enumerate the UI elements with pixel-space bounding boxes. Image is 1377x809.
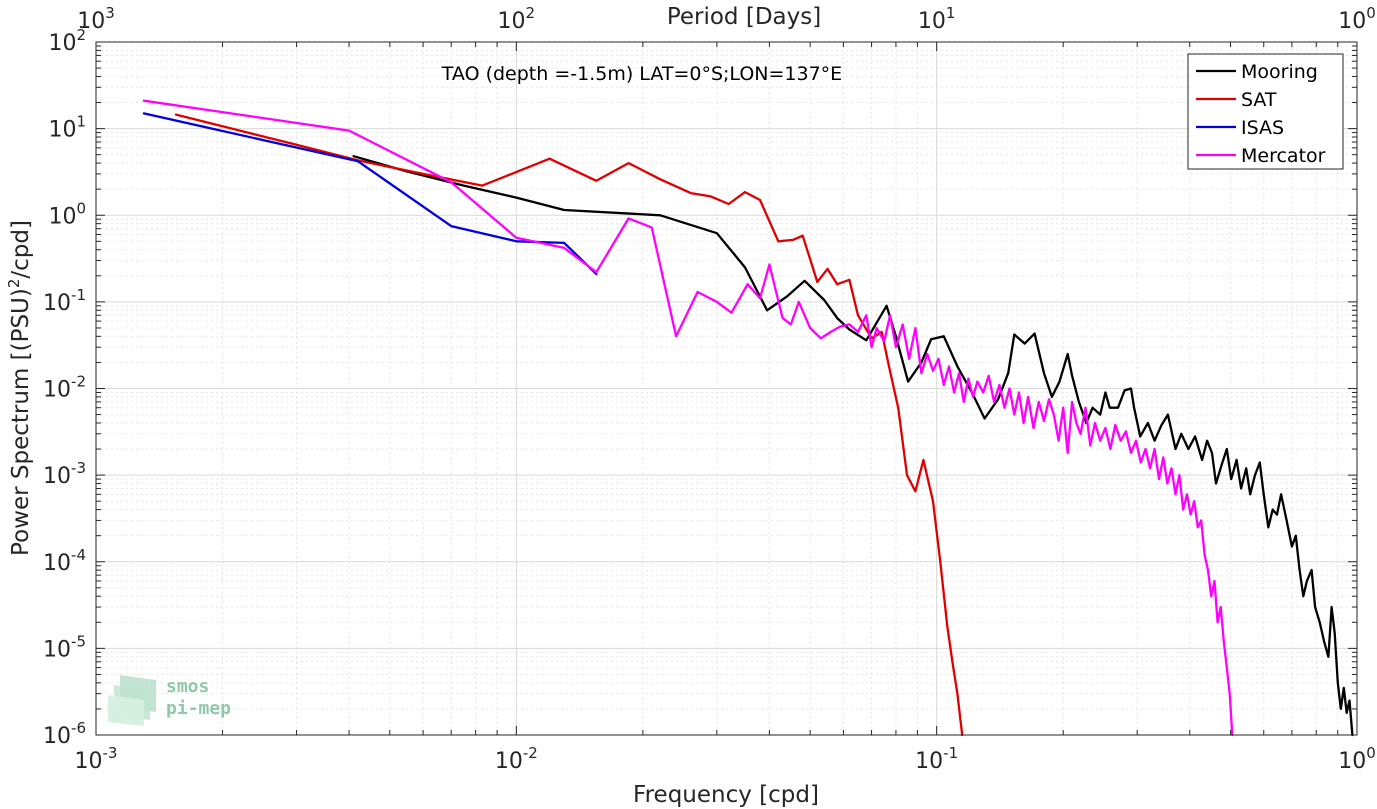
top-tick-label: 103 [77, 4, 115, 34]
legend-label-mercator: Mercator [1241, 145, 1326, 167]
top-tick-label-base: 10 [77, 9, 105, 34]
x-tick-label-base: 10 [495, 749, 523, 774]
y-tick-label-exponent: -5 [71, 632, 86, 650]
legend-label-isas: ISAS [1241, 117, 1284, 139]
y-tick-label-exponent: 1 [76, 113, 86, 131]
x-tick-label-base: 10 [75, 749, 103, 774]
top-tick-label-exponent: 1 [946, 4, 956, 22]
y-tick-label-exponent: -6 [71, 719, 86, 737]
y-axis-title-tail: /cpd] [8, 220, 34, 279]
top-tick-label-base: 10 [918, 9, 946, 34]
top-tick-label-base: 10 [498, 9, 526, 34]
y-tick-label: 10-2 [43, 373, 86, 403]
top-tick-label: 101 [918, 4, 956, 34]
y-tick-label: 10-5 [43, 632, 86, 662]
x-tick-label: 100 [1338, 744, 1376, 774]
x-tick-label-exponent: -3 [103, 744, 118, 762]
minor-grid [96, 42, 1357, 735]
top-axis-title: Period [Days] [667, 4, 821, 30]
y-axis-title-sup: 2 [5, 279, 23, 289]
y-tick-label-exponent: 2 [76, 26, 86, 44]
logo-wave-front [108, 695, 144, 726]
top-tick-label-exponent: 0 [1366, 4, 1376, 22]
y-tick-label-exponent: -3 [71, 459, 86, 477]
y-tick-label: 100 [48, 199, 86, 229]
legend: Mooring SAT ISAS Mercator [1187, 53, 1344, 170]
y-tick-label: 10-6 [43, 719, 86, 749]
y-tick-label-base: 10 [43, 724, 71, 749]
series-layer [142, 99, 1354, 737]
x-tick-label-exponent: -1 [943, 744, 958, 762]
y-tick-label-exponent: -4 [71, 546, 86, 564]
x-tick-label-base: 10 [915, 749, 943, 774]
y-tick-label-base: 10 [43, 291, 71, 316]
y-axis-title: Power Spectrum [(PSU)2/cpd] [5, 220, 34, 556]
y-tick-label-exponent: -2 [71, 373, 86, 391]
x-tick-label-exponent: 0 [1366, 744, 1376, 762]
top-tick-label: 102 [498, 4, 536, 34]
y-tick-label-base: 10 [43, 464, 71, 489]
y-tick-label-base: 10 [43, 551, 71, 576]
x-tick-label: 10-2 [495, 744, 538, 774]
y-tick-label-base: 10 [48, 204, 76, 229]
series-line-mercator [142, 99, 1234, 737]
y-tick-label-base: 10 [43, 378, 71, 403]
y-tick-label: 10-1 [43, 286, 86, 316]
logo-text-smos: smos [166, 676, 209, 697]
legend-box [1187, 53, 1344, 170]
y-tick-label-base: 10 [48, 118, 76, 143]
series-line-isas [142, 112, 598, 276]
smos-pi-mep-logo: smos pi-mep [108, 675, 231, 726]
series-line-mooring [352, 155, 1354, 737]
chart-title: TAO (depth =-1.5m) LAT=0°S;LON=137°E [441, 63, 842, 85]
y-tick-label: 10-3 [43, 459, 86, 489]
series-line-sat [174, 113, 964, 737]
y-tick-label-exponent: 0 [76, 199, 86, 217]
top-tick-label-exponent: 2 [526, 4, 536, 22]
top-tick-label-base: 10 [1338, 9, 1366, 34]
top-tick-label: 100 [1338, 4, 1376, 34]
x-tick-label: 10-1 [915, 744, 958, 774]
y-tick-label-base: 10 [48, 31, 76, 56]
x-tick-label-base: 10 [1338, 749, 1366, 774]
y-tick-label: 102 [48, 26, 86, 56]
y-tick-label-exponent: -1 [71, 286, 86, 304]
y-tick-label-base: 10 [43, 637, 71, 662]
legend-label-sat: SAT [1241, 89, 1277, 111]
y-tick-label: 10-4 [43, 546, 86, 576]
logo-text-pimep: pi-mep [166, 698, 231, 719]
x-axis-title: Frequency [cpd] [633, 782, 819, 808]
legend-label-mooring: Mooring [1241, 61, 1318, 83]
top-tick-label-exponent: 3 [105, 4, 115, 22]
x-tick-label: 10-3 [75, 744, 118, 774]
y-axis-title-main: Power Spectrum [(PSU) [8, 288, 34, 556]
x-tick-label-exponent: -2 [523, 744, 538, 762]
y-tick-label: 101 [48, 113, 86, 143]
